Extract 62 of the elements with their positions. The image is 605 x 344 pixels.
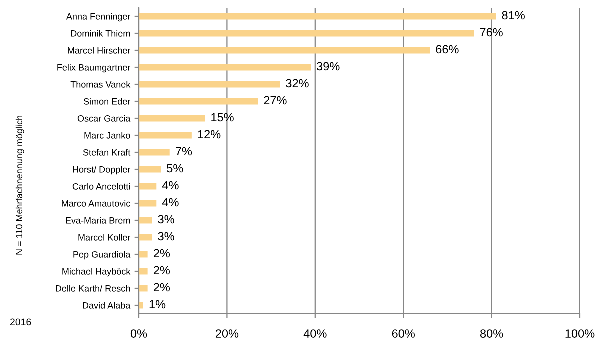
y-tick-label: Marco Amautovic: [62, 200, 130, 207]
bar: [139, 234, 152, 241]
x-tick-label: 20%: [216, 330, 239, 338]
data-label: 4%: [162, 181, 179, 190]
y-tick-label: Eva-Maria Brem: [66, 217, 130, 224]
x-tick-label: 100%: [566, 330, 595, 338]
data-label: 81%: [502, 11, 525, 20]
data-label: 27%: [264, 96, 287, 105]
data-label: 39%: [316, 62, 340, 71]
bar: [139, 13, 496, 20]
y-tick-label: Anna Fenninger: [66, 13, 131, 22]
data-label: 3%: [158, 232, 174, 241]
data-label: 1%: [150, 300, 166, 309]
y-tick-label: Carlo Ancelotti: [72, 183, 130, 190]
bar: [139, 47, 430, 54]
bar: [139, 81, 280, 88]
bar: [139, 183, 157, 190]
bar: [139, 64, 311, 71]
text: 2016: [10, 318, 32, 326]
data-label: 3%: [158, 215, 174, 224]
bar: [139, 302, 144, 309]
bar: [139, 115, 206, 122]
y-tick-label: Stefan Kraft: [83, 149, 131, 156]
y-tick-label: Marc Janko: [84, 132, 130, 139]
x-tick-label: 60%: [392, 330, 415, 338]
data-label: 15%: [212, 113, 234, 122]
y-tick-label: Pep Guardiola: [74, 251, 131, 260]
data-label: 4%: [162, 198, 179, 207]
data-label: 5%: [167, 164, 184, 173]
data-label: 7%: [176, 147, 192, 156]
y-tick-label: David Alaba: [83, 302, 131, 309]
y-tick-label: Horst/ Doppler: [73, 166, 131, 175]
y-tick-label: Felix Baumgartner: [58, 64, 131, 73]
y-axis-title: N = 110 Mehrfachnennung möglich: [16, 116, 24, 255]
bar: [139, 200, 157, 207]
x-tick-label: 80%: [480, 330, 504, 338]
y-tick-label: Thomas Vanek: [70, 81, 131, 88]
bar: [139, 268, 148, 275]
bar: [139, 30, 474, 37]
data-label: 2%: [154, 266, 170, 275]
y-tick-label: Marcel Koller: [78, 234, 131, 241]
bar: [139, 98, 258, 105]
y-tick-label: Dominik Thiem: [71, 30, 130, 37]
bar: [139, 217, 152, 224]
y-tick-label: Michael Hayböck: [62, 268, 131, 277]
x-tick-label: 0%: [130, 330, 148, 338]
y-tick-label: Marcel Hirscher: [68, 47, 131, 54]
bar: [139, 149, 170, 156]
bar: [139, 132, 192, 139]
data-label: 2%: [154, 249, 170, 258]
x-tick-label: 40%: [304, 330, 327, 338]
bar: [139, 251, 148, 258]
data-label: 76%: [480, 28, 503, 37]
data-label: 66%: [436, 45, 459, 54]
data-label: 32%: [286, 79, 309, 88]
bar: [139, 166, 162, 173]
y-tick-label: Simon Eder: [84, 98, 131, 105]
data-label: 2%: [154, 283, 170, 292]
data-label: 12%: [198, 130, 221, 139]
y-tick-label: Oscar Garcia: [78, 115, 131, 122]
y-tick-label: Delle Karth/ Resch: [56, 285, 130, 292]
bar: [139, 285, 148, 292]
